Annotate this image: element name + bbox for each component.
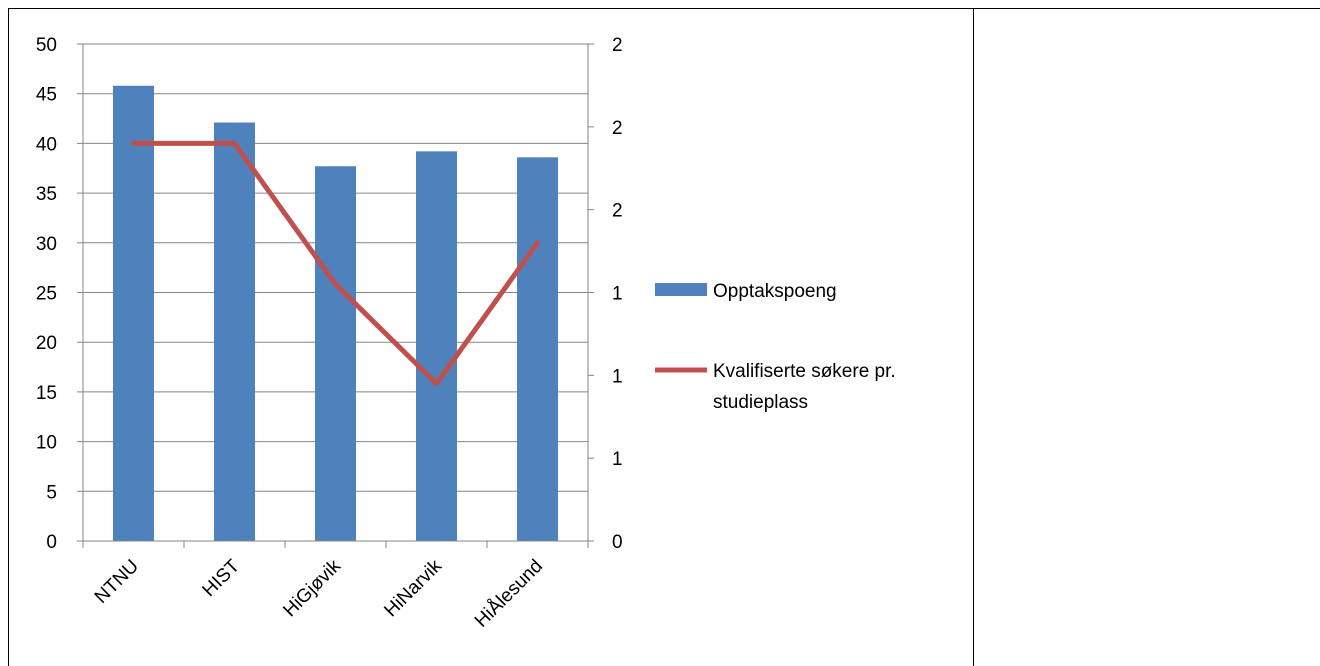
bar <box>214 122 255 541</box>
bar <box>315 166 356 541</box>
y-right-tick-label: 1 <box>612 284 623 305</box>
legend-bar-swatch <box>655 283 707 296</box>
y-left-tick-label: 0 <box>46 532 57 553</box>
legend-bar-label: Opptakspoeng <box>713 281 837 302</box>
y-left-tick-label: 45 <box>36 85 57 106</box>
y-right-tick-label: 2 <box>612 118 623 139</box>
bar <box>113 85 154 542</box>
legend-line-label: Kvalifiserte søkere pr. <box>713 361 896 382</box>
bar <box>517 157 558 542</box>
table-cell-border <box>8 8 1320 666</box>
y-left-tick-label: 5 <box>46 482 57 503</box>
y-right-tick-label: 2 <box>612 201 623 222</box>
y-left-tick-label: 15 <box>36 383 57 404</box>
x-tick-label: HiGjøvik <box>279 555 345 621</box>
y-right-tick-label: 1 <box>612 366 623 387</box>
y-left-tick-label: 25 <box>36 284 57 305</box>
legend-line-label-2: studieplass <box>713 392 808 413</box>
x-tick-label: HiNarvik <box>380 555 446 621</box>
bar-series-opptakspoeng <box>113 85 558 542</box>
y-right-tick-label: 0 <box>612 532 623 553</box>
x-tick-label: NTNU <box>91 556 143 608</box>
bar <box>416 151 457 542</box>
line-series-kvalifiserte <box>131 140 540 387</box>
y-left-tick-label: 10 <box>36 433 57 454</box>
y-left-tick-label: 30 <box>36 234 57 255</box>
y-left-tick-label: 50 <box>36 35 57 56</box>
legend: Opptakspoeng Kvalifiserte søkere pr. stu… <box>655 281 896 413</box>
y-left-tick-label: 35 <box>36 184 57 205</box>
y-right-tick-label: 2 <box>612 35 623 56</box>
y-left-tick-label: 40 <box>36 134 57 155</box>
x-tick-label: HiÅlesund <box>471 556 547 632</box>
table-cell-divider <box>973 8 974 666</box>
y-right-tick-label: 1 <box>612 449 623 470</box>
x-tick-label: HIST <box>199 555 245 601</box>
y-left-tick-label: 20 <box>36 333 57 354</box>
